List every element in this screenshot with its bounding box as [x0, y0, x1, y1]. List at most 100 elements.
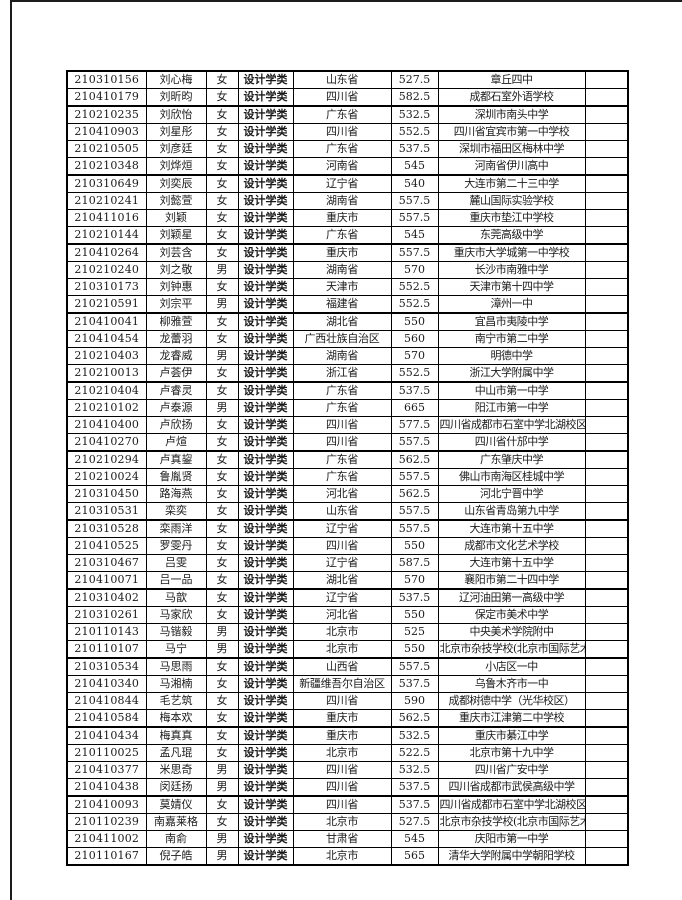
cell-name: 刘懿萱: [145, 192, 207, 210]
cell-province: 北京市: [292, 640, 392, 659]
cell-province: 新疆维吾尔自治区: [292, 675, 392, 693]
cell-score: 522.5: [390, 744, 439, 762]
table-row: 210110167 倪子皓 男 设计学类 北京市 565 清华大学附属中学朝阳学…: [66, 847, 629, 866]
cell-score: 527.5: [390, 813, 439, 831]
cell-exam-id: 210210505: [66, 140, 147, 158]
cell-name: 龙蕾羽: [145, 330, 207, 348]
cell-exam-id: 210411002: [66, 830, 147, 848]
table-row: 210410093 莫婧仪 女 设计学类 四川省 537.5 四川省成都市石室中…: [66, 795, 629, 814]
cell-school: 长沙市南雅中学: [437, 261, 586, 279]
cell-school: 重庆市江津第二中学校: [437, 709, 586, 728]
cell-score: 532.5: [390, 726, 439, 745]
table-row: 210210403 龙睿威 男 设计学类 湖南省 570 明德中学: [66, 347, 629, 365]
cell-exam-id: 210210348: [66, 157, 147, 176]
table-row: 210210404 卢睿灵 女 设计学类 广东省 537.5 中山市第一中学: [66, 381, 629, 400]
table-body: 210310156 刘心梅 女 设计学类 山东省 527.5 章丘四中 2104…: [66, 70, 629, 866]
cell-category: 设计学类: [237, 416, 294, 434]
cell-name: 刘之敬: [145, 261, 207, 279]
cell-name: 卢泰源: [145, 399, 207, 417]
cell-score: 557.5: [390, 468, 439, 486]
table-row: 210411002 南俞 男 设计学类 甘肃省 545 庆阳市第一中学: [66, 830, 629, 848]
table-row: 210410071 吕一品 女 设计学类 湖北省 570 襄阳市第二十四中学: [66, 571, 629, 590]
cell-blank: [584, 330, 629, 348]
cell-name: 梅本欢: [145, 709, 207, 728]
cell-blank: [584, 295, 629, 314]
cell-province: 河北省: [292, 485, 392, 503]
table-row: 210210240 刘之敬 男 设计学类 湖南省 570 长沙市南雅中学: [66, 261, 629, 279]
cell-name: 栾雨洋: [145, 519, 207, 538]
cell-blank: [584, 209, 629, 227]
cell-blank: [584, 88, 629, 107]
cell-school: 浙江大学附属中学: [437, 364, 586, 383]
cell-name: 刘昕昀: [145, 88, 207, 107]
cell-province: 山东省: [292, 70, 392, 89]
cell-name: 倪子皓: [145, 847, 207, 866]
cell-gender: 女: [205, 174, 239, 193]
table-row: 210310261 马家欣 女 设计学类 河北省 550 保定市美术中学: [66, 606, 629, 624]
cell-gender: 女: [205, 123, 239, 141]
cell-category: 设计学类: [237, 278, 294, 296]
cell-exam-id: 210410270: [66, 433, 147, 452]
cell-exam-id: 210210404: [66, 381, 147, 400]
cell-school: 北京市杂技学校(北京市国际艺术: [437, 813, 586, 831]
cell-score: 557.5: [390, 209, 439, 227]
cell-name: 刘钟惠: [145, 278, 207, 296]
cell-name: 刘心梅: [145, 70, 207, 89]
cell-exam-id: 210110025: [66, 744, 147, 762]
cell-blank: [584, 312, 629, 331]
cell-province: 湖南省: [292, 192, 392, 210]
cell-gender: 女: [205, 433, 239, 452]
cell-school: 乌鲁木齐市一中: [437, 675, 586, 693]
cell-score: 527.5: [390, 70, 439, 89]
cell-score: 545: [390, 157, 439, 176]
cell-exam-id: 210410264: [66, 243, 147, 262]
cell-province: 四川省: [292, 692, 392, 710]
cell-province: 四川省: [292, 778, 392, 797]
cell-exam-id: 210310402: [66, 588, 147, 607]
cell-score: 587.5: [390, 554, 439, 572]
cell-category: 设计学类: [237, 761, 294, 779]
cell-province: 四川省: [292, 537, 392, 555]
cell-blank: [584, 830, 629, 848]
cell-score: 552.5: [390, 278, 439, 296]
cell-exam-id: 210410903: [66, 123, 147, 141]
table-row: 210410438 闵廷扬 男 设计学类 四川省 537.5 四川省成都市武侯高…: [66, 778, 629, 797]
cell-gender: 女: [205, 226, 239, 245]
cell-name: 鲁胤贤: [145, 468, 207, 486]
cell-score: 582.5: [390, 88, 439, 107]
cell-province: 广东省: [292, 450, 392, 469]
cell-blank: [584, 226, 629, 245]
cell-gender: 女: [205, 209, 239, 227]
cell-blank: [584, 744, 629, 762]
cell-province: 广西壮族自治区: [292, 330, 392, 348]
cell-exam-id: 210410041: [66, 312, 147, 331]
cell-name: 柳雅萱: [145, 312, 207, 331]
cell-category: 设计学类: [237, 588, 294, 607]
table-row: 210210505 刘彦廷 女 设计学类 广东省 537.5 深圳市福田区梅林中…: [66, 140, 629, 158]
cell-school: 清华大学附属中学朝阳学校: [437, 847, 586, 866]
cell-school: 山东省青岛第九中学: [437, 502, 586, 521]
cell-school: 四川省宜宾市第一中学校: [437, 123, 586, 141]
cell-gender: 女: [205, 416, 239, 434]
table-row: 210310534 马思雨 女 设计学类 山西省 557.5 小店区一中: [66, 657, 629, 676]
cell-province: 北京市: [292, 744, 392, 762]
cell-school: 大连市第十五中学: [437, 554, 586, 572]
cell-province: 四川省: [292, 88, 392, 107]
cell-category: 设计学类: [237, 209, 294, 227]
cell-gender: 女: [205, 795, 239, 814]
cell-score: 590: [390, 692, 439, 710]
cell-province: 广东省: [292, 399, 392, 417]
cell-school: 明德中学: [437, 347, 586, 365]
cell-name: 马家欣: [145, 606, 207, 624]
cell-name: 吕雯: [145, 554, 207, 572]
cell-category: 设计学类: [237, 261, 294, 279]
cell-name: 刘彦廷: [145, 140, 207, 158]
cell-category: 设计学类: [237, 450, 294, 469]
cell-name: 马歆: [145, 588, 207, 607]
admission-results-table: 210310156 刘心梅 女 设计学类 山东省 527.5 章丘四中 2104…: [66, 70, 629, 866]
cell-province: 天津市: [292, 278, 392, 296]
table-row: 210410377 米思奇 男 设计学类 四川省 532.5 四川省广安中学: [66, 761, 629, 779]
cell-blank: [584, 761, 629, 779]
cell-province: 甘肃省: [292, 830, 392, 848]
cell-name: 马湘楠: [145, 675, 207, 693]
